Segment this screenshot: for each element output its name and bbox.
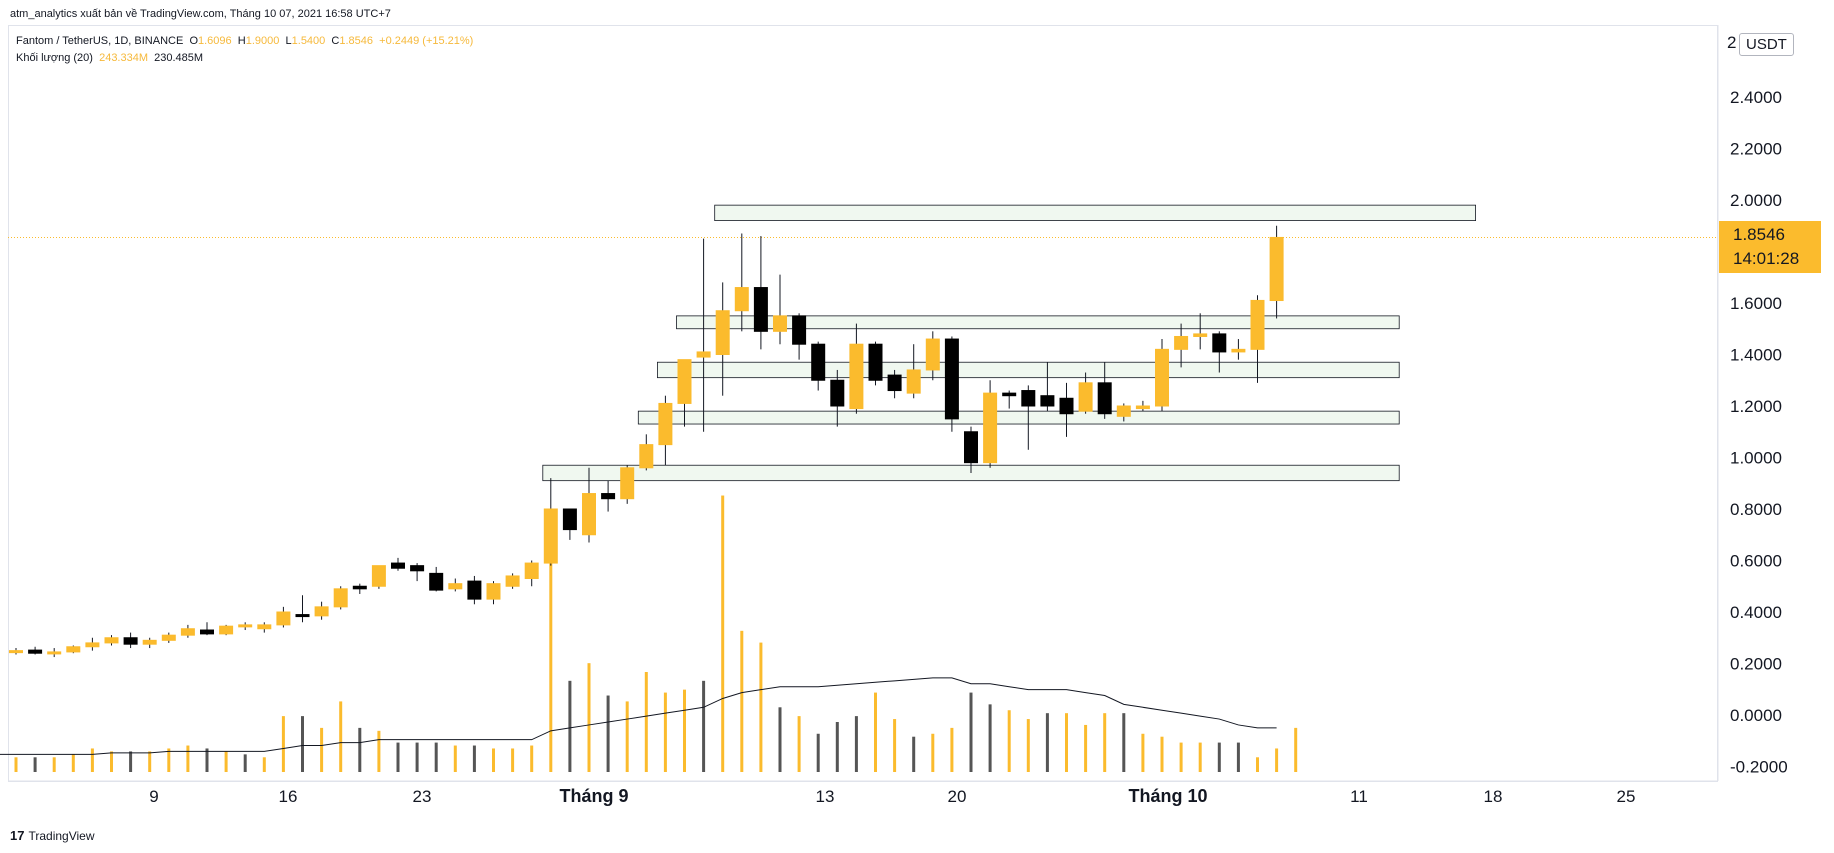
volume-ma-value: 230.485M [154, 52, 204, 64]
y-tick-label: 1.6000 [1730, 294, 1782, 313]
y-tick-label: -0.2000 [1730, 758, 1788, 777]
volume-legend: Khối lượng (20) 243.334M 230.485M [16, 52, 203, 64]
y-tick-label: 0.6000 [1730, 552, 1782, 571]
close-label: C [331, 35, 340, 47]
y-tick-label: 0.0000 [1730, 706, 1782, 725]
x-tick-label: 20 [948, 787, 967, 806]
y-tick-label: 0.4000 [1730, 603, 1782, 622]
y-tick-label: 0.2000 [1730, 655, 1782, 674]
y-tick-label: 2.0000 [1730, 191, 1782, 210]
x-tick-label: 25 [1617, 787, 1636, 806]
y-tick-label: 1.4000 [1730, 346, 1782, 365]
y-tick-label: 1.2000 [1730, 397, 1782, 416]
logo-text: TradingView [28, 828, 95, 843]
low-label: L [285, 35, 292, 47]
symbol-label: Fantom / TetherUS, 1D, BINANCE [16, 35, 184, 47]
x-tick-label: 16 [279, 787, 298, 806]
y-tick-label: 2.2000 [1730, 140, 1782, 159]
last-price-tag: 1.8546 14:01:28 [1719, 221, 1821, 273]
tradingview-logo[interactable]: 17 TradingView [10, 828, 95, 843]
x-tick-label: 23 [413, 787, 432, 806]
y-tick-label: 2.4000 [1730, 88, 1782, 107]
x-tick-label: 9 [149, 787, 158, 806]
volume-label: Khối lượng (20) [16, 52, 93, 64]
y-tick-label: 1.0000 [1730, 449, 1782, 468]
currency-button[interactable]: USDT [1739, 33, 1794, 56]
x-tick-label: 11 [1350, 787, 1368, 806]
chart-pane[interactable] [8, 25, 1718, 782]
tradingview-logo-icon: 17 [10, 828, 25, 843]
axis-top-clipped-label: 2 [1727, 33, 1737, 52]
volume-value: 243.334M [99, 52, 149, 64]
low-value: 1.5400 [291, 35, 326, 47]
open-value: 1.6096 [198, 35, 232, 47]
ohlc-legend: Fantom / TetherUS, 1D, BINANCE O1.6096 H… [16, 35, 473, 47]
y-tick-label: 0.8000 [1730, 500, 1782, 519]
high-label: H [237, 35, 246, 47]
publish-header: atm_analytics xuất bản về TradingView.co… [10, 8, 391, 20]
high-value: 1.9000 [245, 35, 280, 47]
bar-countdown: 14:01:28 [1733, 249, 1800, 268]
last-price-value: 1.8546 [1733, 225, 1785, 244]
x-tick-label: Tháng 10 [1128, 786, 1207, 806]
close-value: 1.8546 [339, 35, 374, 47]
open-label: O [189, 35, 198, 47]
x-tick-label: 13 [816, 787, 835, 806]
x-tick-label: Tháng 9 [559, 786, 628, 806]
change-value: +0.2449 (+15.21%) [379, 35, 474, 47]
x-tick-label: 18 [1484, 787, 1503, 806]
